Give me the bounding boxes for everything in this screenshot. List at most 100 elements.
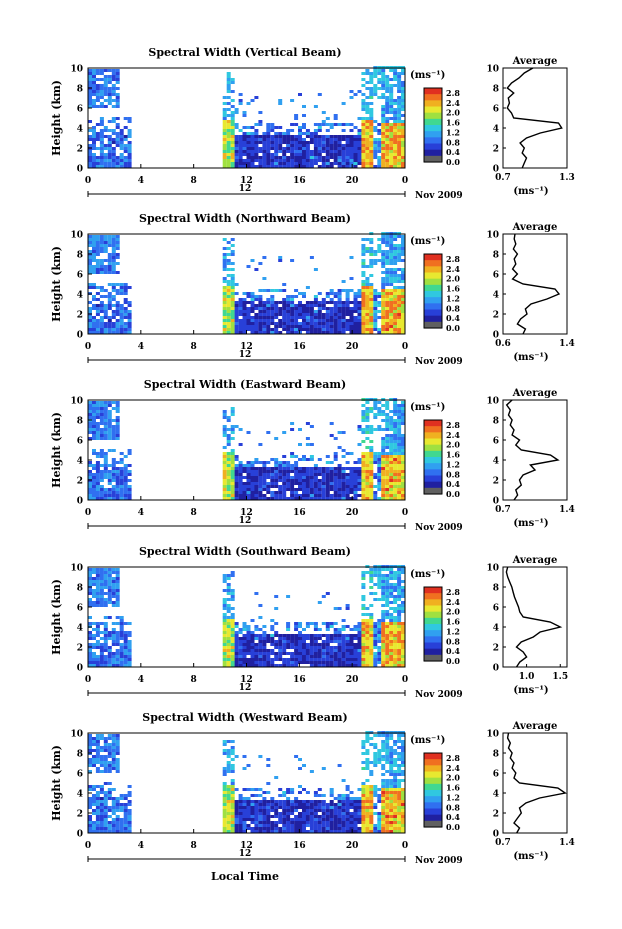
colorbar-swatch [424,444,442,452]
colorbar-swatch [424,593,442,600]
colorbar-swatch [424,617,442,625]
avg-y-tick-label: 2 [493,311,499,321]
x-tick-label: 16 [293,342,306,352]
average-unit: (ms⁻¹) [513,186,548,197]
x-tick-label: 20 [346,342,359,352]
colorbar: 2.82.42.01.61.20.80.40.0 [423,752,460,832]
avg-y-tick-label: 8 [493,417,499,427]
avg-x-tick-label: 0.7 [495,505,511,515]
colorbar: 2.82.42.01.61.20.80.40.0 [423,586,460,666]
x-axis-label: Local Time [211,870,279,883]
avg-y-tick-label: 6 [493,770,499,780]
y-tick-label: 8 [77,251,83,261]
colorbar-swatch [424,94,442,101]
y-tick-label: 0 [77,830,83,840]
panel-title: Spectral Width (Northward Beam) [139,212,351,225]
y-tick-label: 6 [77,604,83,614]
avg-y-tick-label: 6 [493,437,499,447]
colorbar-swatch [424,636,442,644]
colorbar-frame [423,87,443,163]
colorbar-unit: (ms⁻¹) [410,70,445,81]
colorbar-tick-label: 0.8 [446,469,460,479]
x-tick-label: 0 [85,841,91,851]
colorbar-swatch [424,630,442,637]
average-unit: (ms⁻¹) [513,851,548,862]
avg-y-tick-label: 8 [493,251,499,261]
x-tick-label: 8 [191,508,197,518]
colorbar-swatch [424,297,442,304]
colorbar-swatch [424,611,442,619]
y-tick-label: 10 [70,397,83,407]
avg-x-tick-label: 1.4 [559,505,575,515]
colorbar-tick-label: 2.8 [446,753,460,763]
average-unit: (ms⁻¹) [513,685,548,696]
x-tick-label: 0 [402,841,408,851]
x-tick-label: 4 [138,342,144,352]
avg-x-tick-label: 1.3 [559,173,575,183]
colorbar-tick-label: 2.0 [446,440,460,450]
x-tick-label: 16 [293,508,306,518]
colorbar-tick-label: 2.0 [446,274,460,284]
x-tick-label: 0 [402,508,408,518]
colorbar-swatch [424,605,442,613]
avg-y-tick-label: 10 [486,397,499,407]
x-tick-label: 0 [85,176,91,186]
colorbar-frame [423,253,443,329]
heatmap-cells [88,398,405,500]
avg-y-tick-label: 8 [493,584,499,594]
colorbar-tick-label: 0.0 [446,323,460,333]
colorbar-tick-label: 0.4 [446,646,460,656]
panel-1: Spectral Width (Vertical Beam) 0 2 4 6 8 10 Hei… [50,46,575,201]
average-title: Average [512,721,558,732]
colorbar-unit: (ms⁻¹) [410,402,445,413]
colorbar-tick-label: 2.0 [446,607,460,617]
colorbar-swatch [424,143,442,151]
panel-2: Spectral Width (Northward Beam) 0 2 4 6 8 10 He… [50,212,575,367]
colorbar-tick-label: 0.8 [446,137,460,147]
x-tick-label: 12 [240,675,253,685]
colorbar-swatch [424,457,442,464]
average-title: Average [512,56,558,67]
y-tick-label: 6 [77,105,83,115]
average-title: Average [512,222,558,233]
colorbar: 2.82.42.01.61.20.80.40.0 [423,87,460,167]
x-tick-label: 0 [402,176,408,186]
y-tick-label: 6 [77,770,83,780]
avg-y-tick-label: 10 [486,65,499,75]
heatmap-cells [88,731,405,833]
colorbar-tick-label: 1.2 [446,293,460,303]
avg-y-tick-label: 4 [493,457,499,467]
colorbar-swatch [424,765,442,773]
colorbar-swatch [424,284,442,292]
avg-y-tick-label: 4 [493,624,499,634]
colorbar-swatch [424,469,442,477]
x-tick-label: 4 [138,508,144,518]
average-panel: Average 0 2 4 6 8 10 0.7 1.3 (ms⁻¹) [486,56,574,197]
y-tick-label: 0 [77,497,83,507]
colorbar-unit: (ms⁻¹) [410,236,445,247]
colorbar: 2.82.42.01.61.20.80.40.0 [423,253,460,333]
y-tick-label: 4 [77,125,83,135]
colorbar-swatch [424,315,442,323]
colorbar-tick-label: 1.6 [446,118,460,128]
y-tick-label: 0 [77,165,83,175]
x-tick-label: 0 [402,342,408,352]
colorbar-tick-label: 0.0 [446,656,460,666]
y-tick-label: 2 [77,644,83,654]
colorbar-swatch [424,100,442,108]
average-title: Average [512,388,558,399]
day-label: 12 [239,516,252,526]
colorbar-swatch [424,112,442,120]
date-label: Nov 2009 [415,357,463,367]
colorbar-tick-label: 2.8 [446,587,460,597]
average-panel: Average 0 2 4 6 8 10 1.0 1.5 (ms⁻¹) [486,555,568,696]
y-tick-label: 2 [77,477,83,487]
average-panel: Average 0 2 4 6 8 10 0.7 1.4 (ms⁻¹) [486,721,574,862]
colorbar-tick-label: 0.8 [446,303,460,313]
colorbar-tick-label: 2.4 [446,264,460,274]
colorbar-tick-label: 2.8 [446,254,460,264]
avg-y-tick-label: 6 [493,271,499,281]
x-tick-label: 20 [346,675,359,685]
colorbar-frame [423,752,443,828]
colorbar-unit: (ms⁻¹) [410,735,445,746]
